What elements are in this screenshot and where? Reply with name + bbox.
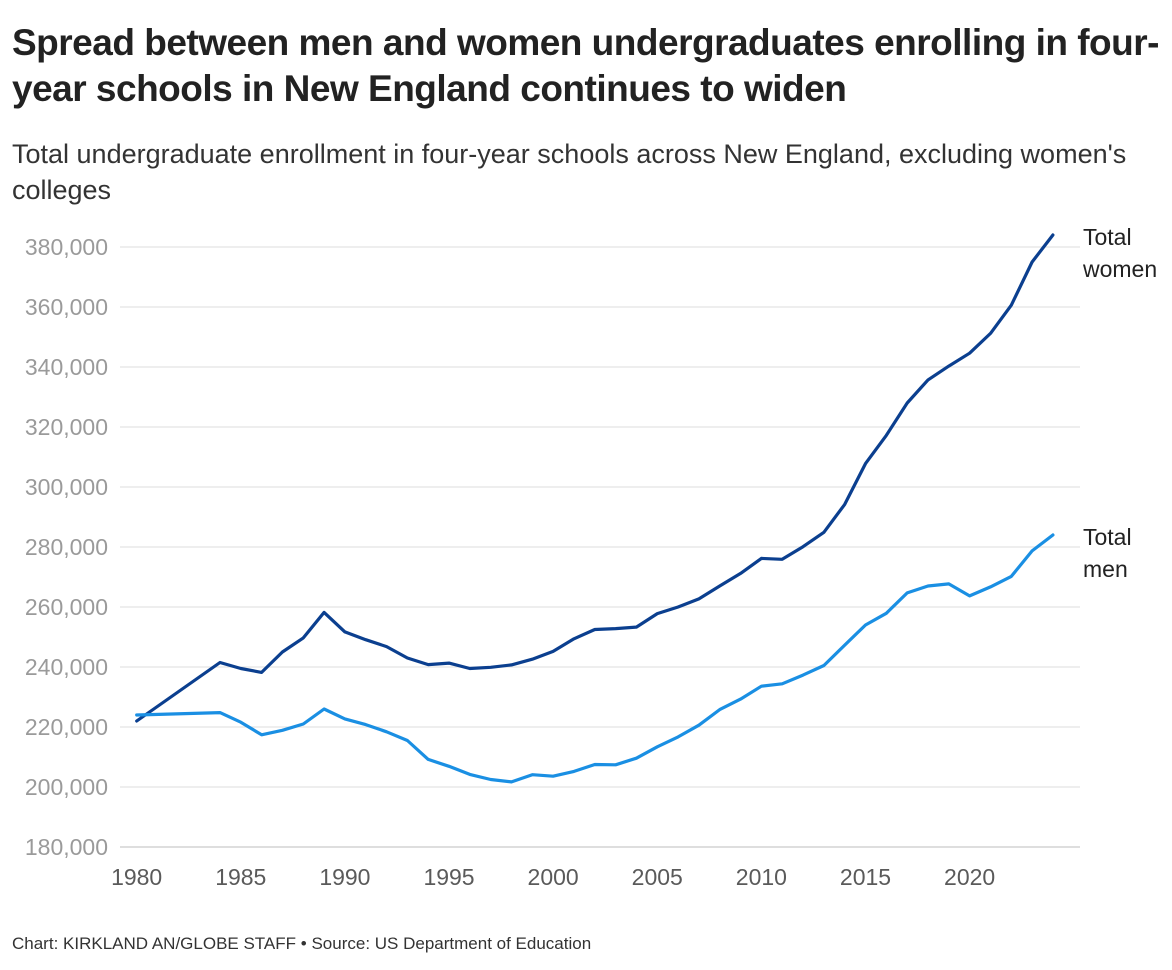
y-axis-ticks: 180,000 200,000 220,000 240,000 260,000 280,0… <box>25 234 108 860</box>
series-lines <box>135 233 1055 784</box>
x-tick-label: 2020 <box>944 864 995 890</box>
y-tick-label: 220,000 <box>25 714 108 740</box>
y-tick-label: 240,000 <box>25 654 108 680</box>
y-tick-label: 300,000 <box>25 474 108 500</box>
gridlines <box>120 246 1080 848</box>
series-line-men <box>135 533 1055 784</box>
x-tick-label: 1985 <box>215 864 266 890</box>
series-label-women: Total women <box>1082 224 1157 282</box>
y-tick-label: 260,000 <box>25 594 108 620</box>
x-tick-label: 1995 <box>423 864 474 890</box>
x-tick-label: 2010 <box>736 864 787 890</box>
series-line-women <box>135 233 1055 723</box>
y-tick-label: 200,000 <box>25 774 108 800</box>
series-label-men: Total men <box>1083 524 1132 582</box>
credit-text: Chart: KIRKLAND AN/GLOBE STAFF <box>12 934 297 953</box>
chart-title: Spread between men and women undergradua… <box>12 22 1159 109</box>
x-tick-label: 1980 <box>111 864 162 890</box>
y-tick-label: 320,000 <box>25 414 108 440</box>
chart-footer: Chart: KIRKLAND AN/GLOBE STAFF • Source:… <box>12 934 591 954</box>
y-tick-label: 380,000 <box>25 234 108 260</box>
y-tick-label: 360,000 <box>25 294 108 320</box>
y-tick-label: 280,000 <box>25 534 108 560</box>
chart-subtitle: Total undergraduate enrollment in four-y… <box>12 139 1127 205</box>
footer-separator: • <box>300 934 307 953</box>
x-tick-label: 2005 <box>632 864 683 890</box>
y-tick-label: 340,000 <box>25 354 108 380</box>
y-tick-label: 180,000 <box>25 834 108 860</box>
line-chart: 180,000 200,000 220,000 240,000 260,000 280,0… <box>25 224 1157 890</box>
x-tick-label: 2000 <box>528 864 579 890</box>
source-text: Source: US Department of Education <box>311 934 592 953</box>
series-labels: Total women Total men <box>1082 224 1157 582</box>
x-tick-label: 1990 <box>319 864 370 890</box>
x-axis-ticks: 1980 1985 1990 1995 2000 2005 2010 2015 2020 <box>111 864 995 890</box>
x-tick-label: 2015 <box>840 864 891 890</box>
